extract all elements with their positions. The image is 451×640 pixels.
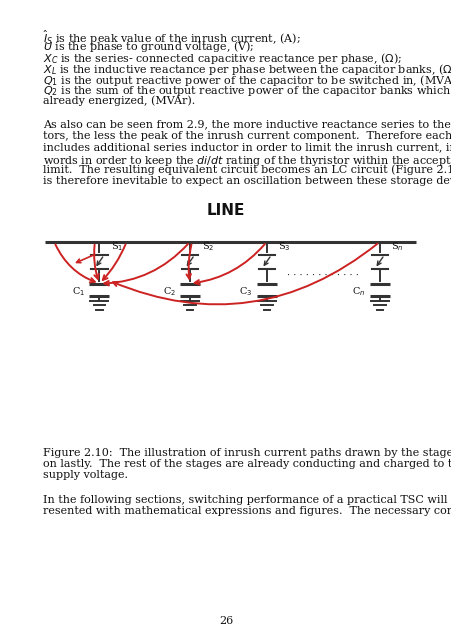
Text: Figure 2.10:  The illustration of inrush current paths drawn by the stage turned: Figure 2.10: The illustration of inrush … — [43, 448, 451, 458]
Text: S$_2$: S$_2$ — [201, 241, 213, 253]
Text: LINE: LINE — [207, 203, 244, 218]
Text: resented with mathematical expressions and figures.  The necessary conditions: resented with mathematical expressions a… — [43, 506, 451, 516]
Text: S$_n$: S$_n$ — [391, 241, 403, 253]
Text: $Q_1$ is the output reactive power of the capacitor to be switched in, (MVAr);: $Q_1$ is the output reactive power of th… — [43, 73, 451, 88]
Text: $X_L$ is the inductive reactance per phase between the capacitor banks, ($\Omega: $X_L$ is the inductive reactance per pha… — [43, 61, 451, 77]
Text: $U$ is the phase to ground voltage, (V);: $U$ is the phase to ground voltage, (V); — [43, 40, 254, 54]
Text: words in order to keep the $di/dt$ rating of the thyristor within the acceptable: words in order to keep the $di/dt$ ratin… — [43, 154, 451, 168]
Text: C$_n$: C$_n$ — [351, 285, 365, 298]
Text: $X_C$ is the series- connected capacitive reactance per phase, ($\Omega$);: $X_C$ is the series- connected capacitiv… — [43, 51, 401, 65]
Text: includes additional series inductor in order to limit the inrush current, in oth: includes additional series inductor in o… — [43, 142, 451, 152]
Text: limit.  The resulting equivalent circuit becomes an LC circuit (Figure 2.11).  I: limit. The resulting equivalent circuit … — [43, 164, 451, 175]
Text: S$_1$: S$_1$ — [111, 241, 123, 253]
Text: S$_3$: S$_3$ — [278, 241, 290, 253]
Text: C$_1$: C$_1$ — [72, 285, 85, 298]
Text: $\hat{I}_S$ is the peak value of the inrush current, (A);: $\hat{I}_S$ is the peak value of the inr… — [43, 28, 300, 47]
Text: supply voltage.: supply voltage. — [43, 470, 128, 481]
Text: $Q_2$ is the sum of the output reactive power of the capacitor banks which are: $Q_2$ is the sum of the output reactive … — [43, 84, 451, 98]
Text: tors, the less the peak of the inrush current component.  Therefore each branch: tors, the less the peak of the inrush cu… — [43, 131, 451, 141]
Text: As also can be seen from 2.9, the more inductive reactance series to the capaci-: As also can be seen from 2.9, the more i… — [43, 120, 451, 130]
Text: C$_2$: C$_2$ — [162, 285, 175, 298]
Text: · · · · · · · · · · · ·: · · · · · · · · · · · · — [286, 271, 359, 280]
Text: In the following sections, switching performance of a practical TSC will be rep-: In the following sections, switching per… — [43, 495, 451, 505]
Text: 26: 26 — [218, 616, 233, 626]
Text: C$_3$: C$_3$ — [239, 285, 252, 298]
Text: already energized, (MVAr).: already energized, (MVAr). — [43, 95, 195, 106]
Text: on lastly.  The rest of the stages are already conducting and charged to the: on lastly. The rest of the stages are al… — [43, 460, 451, 469]
Text: is therefore inevitable to expect an oscillation between these storage devices.: is therefore inevitable to expect an osc… — [43, 176, 451, 186]
